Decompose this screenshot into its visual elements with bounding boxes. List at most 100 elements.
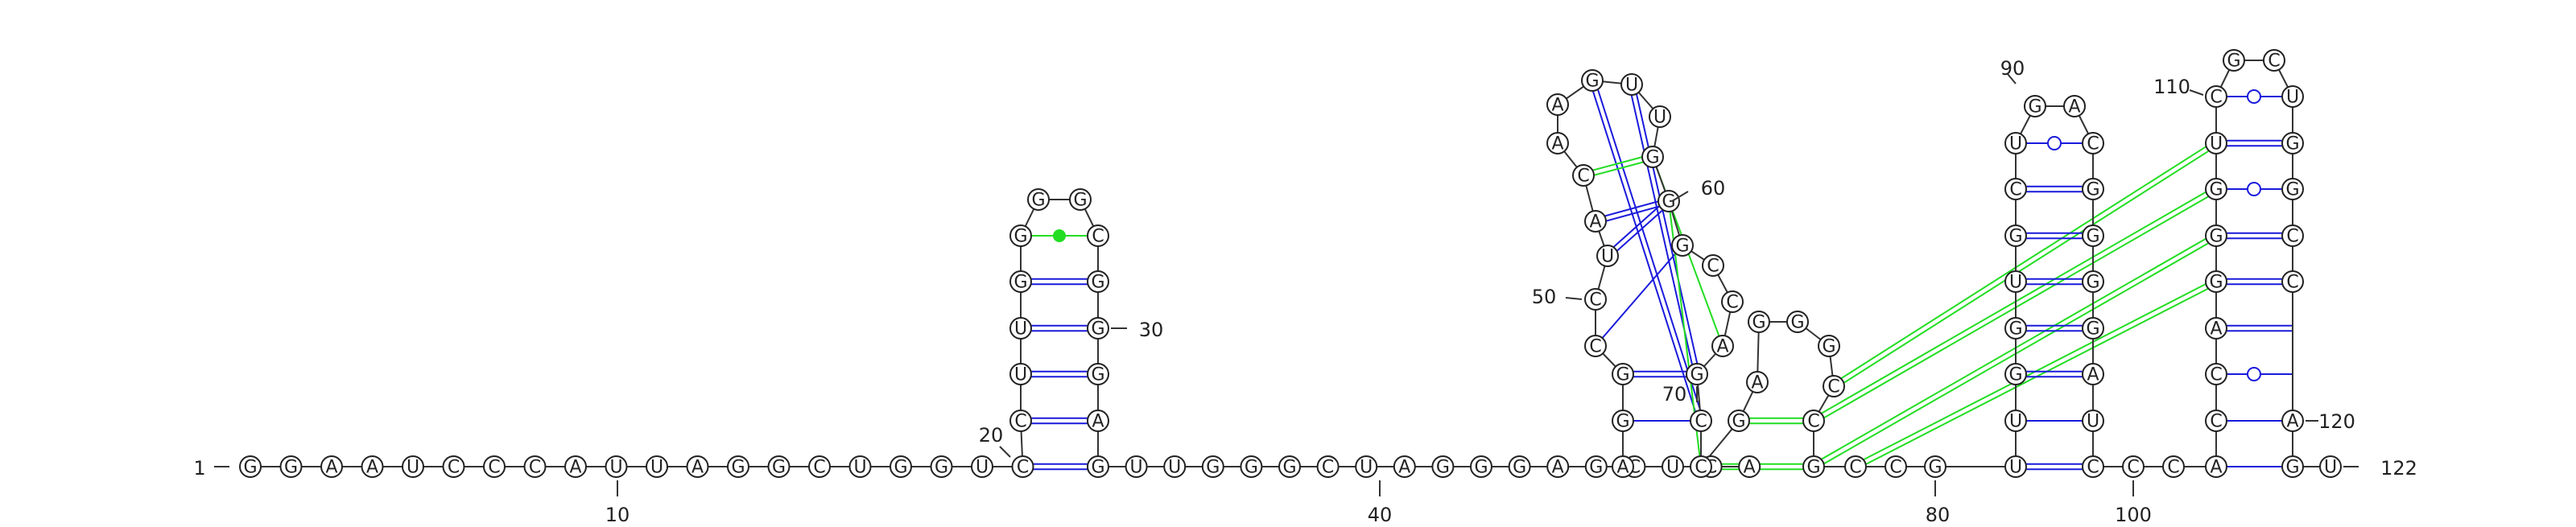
nucleotide-letter: U [853, 458, 866, 478]
nucleotide-23: U [1009, 317, 1032, 340]
nucleotide-91: U [2004, 132, 2027, 154]
nucleotide-letter: C [1092, 227, 1104, 247]
nucleotide-24: G [1009, 270, 1032, 293]
nucleotide-letter: A [2210, 319, 2222, 340]
nucleotide-82: C [1885, 455, 1907, 478]
nucleotide-65: G [1657, 190, 1680, 212]
nucleotide-letter: G [2086, 180, 2099, 200]
nucleotide-letter: G [284, 458, 298, 478]
nucleotide-letter: C [1695, 458, 1707, 478]
base-pair-line [1811, 186, 2215, 420]
nucleotide-letter: U [2087, 412, 2099, 432]
nucleotide-30: G [1087, 317, 1109, 340]
nucleotide-letter: C [2210, 365, 2222, 385]
nucleotide-letter: C [1695, 412, 1707, 432]
nucleotide-letter: G [2285, 134, 2299, 154]
nucleotide-103: C [2162, 455, 2185, 478]
nucleotide-6: C [442, 455, 465, 478]
nucleotide-35: U [1163, 455, 1187, 478]
label-10: 10 [605, 504, 630, 526]
label-70: 70 [1662, 383, 1687, 406]
nucleotide-letter: G [1091, 273, 1104, 293]
nucleotide-5: U [402, 455, 424, 478]
nucleotide-25: G [1009, 224, 1032, 247]
nucleotide-letter: A [2087, 365, 2099, 385]
nucleotide-letter: A [1616, 458, 1629, 478]
nucleotide-letter: G [2285, 458, 2299, 478]
base-pair-line [1811, 233, 2215, 466]
nucleotide-59: A [1546, 132, 1569, 154]
nucleotide-122: U [2319, 455, 2342, 478]
nucleotide-78: C [1823, 375, 1845, 397]
nucleotide-62: U [1620, 73, 1643, 96]
nucleotide-2: G [279, 455, 303, 478]
nucleotide-53: G [1612, 363, 1634, 385]
nucleotide-71: C [1690, 410, 1712, 432]
nucleotide-27: G [1069, 188, 1092, 211]
nucleotide-18: G [930, 455, 953, 478]
nucleotide-letter: A [2210, 458, 2222, 478]
nucleotide-letter: U [1625, 76, 1638, 96]
nucleotide-51: A [1612, 455, 1634, 478]
nucleotide-letter: U [1601, 247, 1614, 267]
nucleotide-117: G [2281, 178, 2304, 200]
base-pair-line [1835, 144, 2219, 389]
nucleotide-letter: C [2286, 273, 2298, 293]
nucleotide-letter: G [2209, 227, 2223, 247]
label-100: 100 [2115, 504, 2152, 526]
label-50: 50 [1532, 286, 1557, 308]
nucleotide-20: C [1011, 455, 1034, 478]
nucleotide-letter: G [1474, 458, 1488, 478]
nucleotide-letter: C [1807, 412, 1819, 432]
label-90: 90 [2000, 57, 2025, 80]
nucleotide-letter: G [1073, 191, 1087, 211]
nucleotide-13: G [727, 455, 749, 478]
nucleotide-64: G [1641, 146, 1664, 168]
label-80: 80 [1926, 504, 1951, 526]
nucleotide-letter: C [1889, 458, 1901, 478]
nucleotide-letter: G [1091, 365, 1104, 385]
nucleotide-letter: G [2086, 319, 2099, 340]
label-20: 20 [979, 424, 1004, 447]
nucleotide-118: C [2281, 224, 2304, 247]
nucleotide-52: G [1612, 410, 1634, 432]
nucleotide-28: C [1087, 224, 1109, 247]
nucleotide-letter: G [2008, 227, 2022, 247]
nucleotide-letter: U [609, 458, 622, 478]
base-pair-line [1595, 245, 1683, 347]
nucleotide-letter: C [2009, 180, 2021, 200]
nucleotide-letter: G [1091, 458, 1104, 478]
nucleotide-letter: U [1130, 458, 1143, 478]
nucleotide-68: C [1721, 290, 1744, 313]
nucleotide-80: G [1802, 455, 1825, 478]
nucleotide-26: G [1027, 188, 1050, 211]
nucleotide-letter: A [1551, 134, 1563, 154]
nucleotide-77: G [1818, 335, 1840, 357]
backbone-lines [250, 60, 2330, 467]
nucleotide-letter: A [2286, 412, 2298, 432]
nucleotide-letter: G [935, 458, 948, 478]
nucleotide-16: U [848, 455, 872, 478]
nucleotide-86: G [2004, 363, 2027, 385]
nucleotide-31: G [1087, 363, 1109, 385]
nucleotide-36: G [1201, 455, 1224, 478]
label-last: 122 [2380, 457, 2417, 480]
nucleotide-letter: G [1589, 458, 1603, 478]
nucleotide-letter: C [448, 458, 460, 478]
nucleotide-33: G [1087, 455, 1109, 478]
nucleotide-letter: A [1716, 337, 1728, 357]
nucleotide-121: G [2281, 455, 2304, 478]
nucleotide-letter: G [1645, 148, 1659, 168]
nucleotide-69: A [1711, 335, 1734, 357]
nucleotide-letter: A [1092, 412, 1104, 432]
nucleotide-93: A [2063, 95, 2086, 117]
nucleotide-111: U [2205, 132, 2227, 154]
nucleotide-39: C [1316, 455, 1340, 478]
label-110: 110 [2153, 76, 2190, 98]
nucleotide-letter: U [650, 458, 663, 478]
nucleotide-109: G [2205, 224, 2227, 247]
nucleotide-100: U [2082, 410, 2104, 432]
nucleotide-letter: C [2167, 458, 2179, 478]
nucleotide-58: C [1572, 164, 1595, 187]
